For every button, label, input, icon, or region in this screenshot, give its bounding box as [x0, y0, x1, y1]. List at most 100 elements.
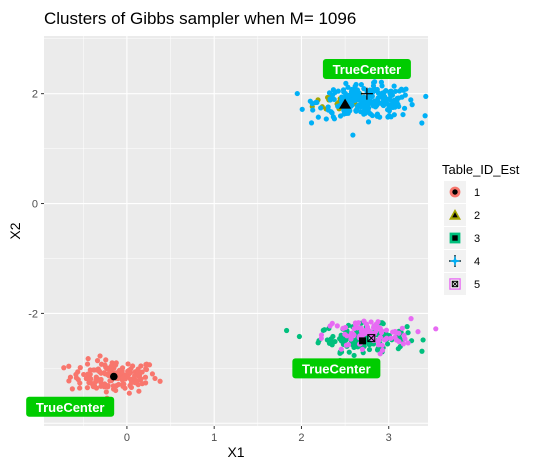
data-point-series-1 — [128, 366, 134, 372]
data-point-series-1 — [152, 375, 158, 382]
data-point-series-4 — [345, 84, 351, 90]
data-points — [61, 72, 439, 401]
legend-marker-1 — [449, 186, 461, 198]
data-point-series-4 — [401, 105, 408, 111]
data-point-series-1 — [144, 361, 150, 367]
data-point-series-4 — [423, 93, 429, 100]
data-point-series-1 — [105, 382, 111, 389]
data-point-series-4 — [374, 113, 380, 119]
data-point-series-4 — [422, 113, 428, 119]
data-point-series-1 — [127, 369, 134, 376]
legend-label: 4 — [474, 256, 480, 268]
data-point-series-1 — [134, 378, 140, 384]
estimated-center-series-5 — [367, 334, 376, 343]
data-point-series-4 — [375, 95, 381, 101]
data-point-series-1 — [119, 365, 126, 371]
data-point-series-5 — [379, 347, 386, 353]
data-point-series-3 — [420, 337, 426, 343]
data-point-series-5 — [351, 326, 357, 332]
legend-marker-2 — [449, 209, 461, 220]
data-point-series-4 — [392, 88, 399, 94]
data-point-series-5 — [373, 321, 379, 327]
data-point-series-4 — [327, 96, 333, 102]
data-point-series-4 — [352, 97, 358, 103]
true-center-label: TrueCenter — [322, 58, 411, 79]
data-point-series-4 — [310, 107, 316, 113]
data-point-series-1 — [73, 371, 79, 378]
data-point-series-4 — [391, 112, 397, 118]
data-point-series-4 — [358, 81, 364, 88]
data-point-series-4 — [318, 105, 324, 111]
data-point-series-5 — [338, 346, 344, 352]
data-point-series-5 — [351, 332, 357, 338]
legend-marker-3 — [449, 232, 461, 244]
data-point-series-4 — [331, 96, 337, 103]
data-point-series-4 — [299, 106, 305, 112]
data-point-series-1 — [142, 374, 149, 380]
data-point-series-1 — [136, 372, 143, 378]
data-point-series-4 — [391, 83, 397, 89]
data-point-series-3 — [404, 324, 410, 330]
y-axis-title: X2 — [7, 222, 23, 239]
true-center-text: TrueCenter — [333, 62, 402, 77]
data-point-series-4 — [386, 108, 392, 114]
data-point-series-5 — [433, 326, 439, 332]
legend-label: 1 — [474, 187, 480, 199]
data-point-series-1 — [113, 387, 119, 394]
data-point-series-3 — [405, 330, 411, 336]
data-point-series-5 — [399, 325, 405, 331]
data-point-series-1 — [124, 374, 131, 380]
true-center-text: TrueCenter — [302, 361, 371, 376]
data-point-series-4 — [348, 91, 354, 98]
data-point-series-4 — [396, 88, 403, 94]
data-point-series-1 — [98, 361, 105, 367]
estimated-center-series-3 — [359, 337, 367, 345]
data-point-series-1 — [103, 357, 109, 363]
data-point-series-5 — [388, 335, 394, 341]
data-point-series-4 — [332, 89, 338, 96]
data-point-series-1 — [93, 377, 99, 383]
data-point-series-4 — [399, 94, 405, 100]
data-point-series-4 — [366, 99, 372, 105]
data-point-series-3 — [395, 346, 401, 352]
data-point-series-4 — [331, 116, 338, 122]
true-center-label: TrueCenter — [26, 396, 115, 417]
data-point-series-5 — [383, 327, 390, 333]
data-point-series-3 — [321, 327, 328, 333]
data-point-series-3 — [296, 333, 302, 340]
data-point-series-3 — [349, 341, 355, 348]
data-point-series-3 — [342, 338, 348, 344]
data-point-series-4 — [353, 108, 359, 114]
estimated-centers — [110, 87, 376, 381]
data-point-series-1 — [98, 370, 104, 376]
data-point-series-4 — [358, 103, 364, 109]
data-point-series-5 — [401, 332, 407, 339]
data-point-series-4 — [347, 97, 353, 104]
data-point-series-3 — [374, 347, 381, 353]
data-point-series-1 — [157, 378, 163, 384]
legend-item-2: 2 — [444, 204, 480, 226]
x-tick-label: 0 — [124, 432, 130, 444]
data-point-series-3 — [384, 341, 391, 347]
x-tick-label: 2 — [298, 432, 304, 444]
data-point-series-5 — [327, 323, 333, 329]
data-point-series-4 — [325, 107, 331, 113]
data-point-series-1 — [84, 361, 91, 367]
data-point-series-3 — [324, 337, 330, 343]
data-point-series-1 — [98, 376, 104, 383]
data-point-series-4 — [345, 110, 351, 116]
data-point-series-1 — [149, 371, 156, 377]
data-point-series-1 — [103, 389, 109, 395]
data-point-series-4 — [365, 119, 372, 125]
data-point-series-4 — [409, 102, 415, 108]
data-point-series-4 — [349, 102, 355, 108]
data-point-series-4 — [419, 120, 425, 126]
legend-item-3: 3 — [444, 227, 480, 249]
data-point-series-4 — [349, 86, 355, 93]
data-point-series-5 — [343, 342, 349, 348]
data-point-series-1 — [77, 385, 83, 391]
legend-label: 3 — [474, 233, 480, 245]
data-point-series-5 — [392, 334, 398, 340]
data-point-series-4 — [372, 79, 378, 85]
data-point-series-3 — [366, 346, 373, 353]
